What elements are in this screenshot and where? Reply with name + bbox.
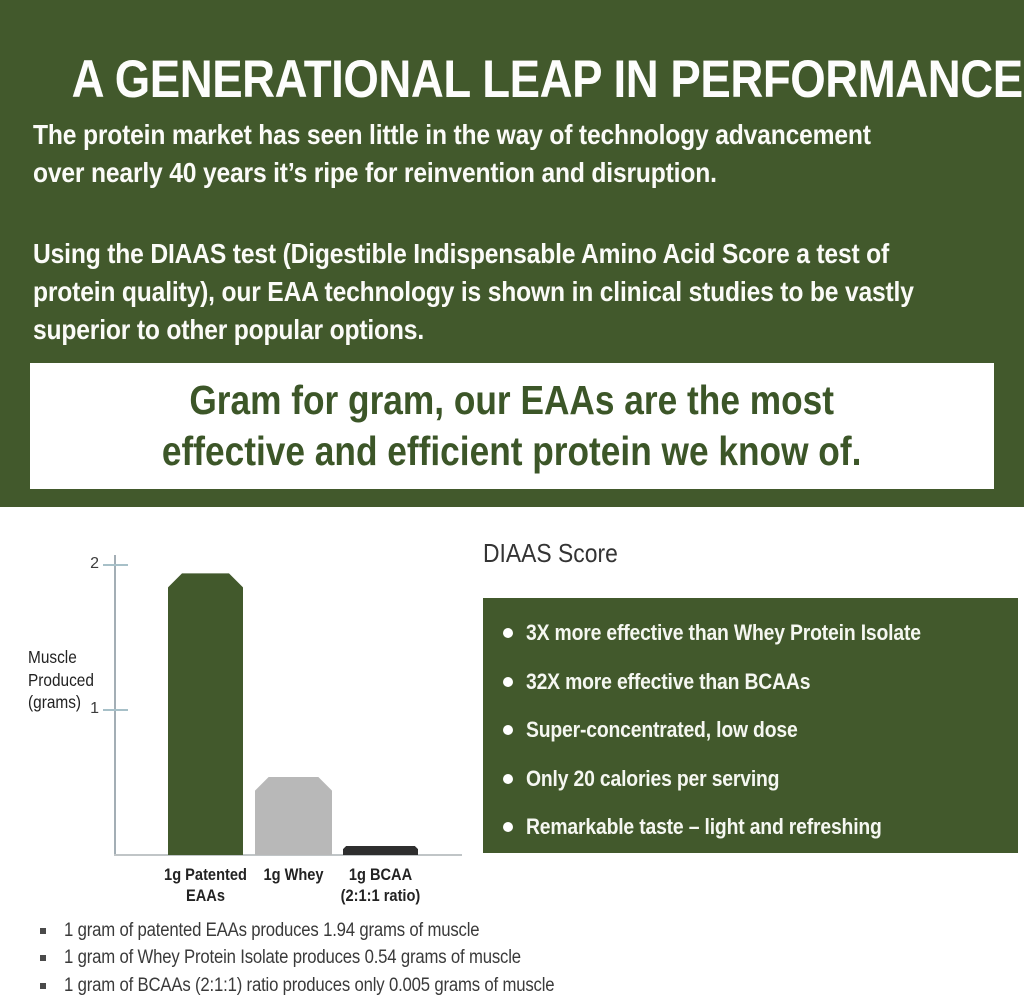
square-bullet-icon	[40, 927, 46, 934]
bullet-icon	[503, 628, 513, 639]
y-axis-tick-1: 1	[90, 700, 128, 717]
hero-section: A GENERATIONAL LEAP IN PERFORMANCE The p…	[0, 0, 1024, 507]
footnote-text: 1 gram of patented EAAs produces 1.94 gr…	[64, 919, 480, 941]
footnote-item: 1 gram of patented EAAs produces 1.94 gr…	[40, 917, 621, 945]
square-bullet-icon	[40, 982, 46, 989]
benefits-box: 3X more effective than Whey Protein Isol…	[483, 598, 1018, 853]
bullet-icon	[503, 773, 513, 784]
benefit-item: 32X more effective than BCAAs	[483, 658, 1018, 707]
y-tick-label-2: 2	[90, 554, 99, 572]
bar-label-bcaa: 1g BCAA (2:1:1 ratio)	[340, 865, 421, 905]
x-axis-line	[114, 854, 462, 856]
quote-box: Gram for gram, our EAAs are the most effe…	[30, 363, 994, 489]
benefit-text: 3X more effective than Whey Protein Isol…	[526, 620, 921, 646]
bar-slot-whey	[255, 569, 332, 855]
footnote-text: 1 gram of BCAAs (2:1:1) ratio produces o…	[64, 974, 555, 996]
diaas-score-heading: DIAAS Score	[483, 538, 618, 568]
y-axis-tick-2: 2	[90, 555, 128, 572]
square-bullet-icon	[40, 955, 46, 962]
bar-label-whey: 1g Whey	[263, 865, 324, 884]
bullet-icon	[503, 822, 513, 833]
benefit-item: Super-concentrated, low dose	[483, 706, 1018, 755]
bullet-icon	[503, 725, 513, 736]
benefit-item: 3X more effective than Whey Protein Isol…	[483, 609, 1018, 658]
bar-bcaa	[343, 846, 418, 855]
bar-whey	[255, 777, 332, 855]
benefit-item: Only 20 calories per serving	[483, 755, 1018, 804]
footnote-item: 1 gram of BCAAs (2:1:1) ratio produces o…	[40, 972, 621, 998]
bar-patented-eaas	[168, 573, 243, 855]
benefit-text: 32X more effective than BCAAs	[526, 668, 811, 694]
benefit-item: Remarkable taste – light and refreshing	[483, 803, 1018, 852]
benefit-text: Remarkable taste – light and refreshing	[526, 814, 882, 840]
bar-slot-patented-eaas	[168, 569, 243, 855]
footnote-item: 1 gram of Whey Protein Isolate produces …	[40, 945, 621, 973]
page-title: A GENERATIONAL LEAP IN PERFORMANCE	[71, 49, 1023, 109]
bullet-icon	[503, 676, 513, 687]
quote-text: Gram for gram, our EAAs are the most effe…	[162, 377, 862, 474]
y-axis-label: Muscle Produced (grams)	[28, 647, 94, 712]
bar-slot-bcaa	[343, 569, 418, 855]
benefit-text: Super-concentrated, low dose	[526, 717, 798, 743]
footnote-text: 1 gram of Whey Protein Isolate produces …	[64, 947, 521, 969]
y-tick-label-1: 1	[90, 699, 99, 717]
hero-paragraph-1: The protein market has seen little in th…	[33, 119, 871, 188]
bar-label-patented-eaas: 1g Patented EAAs	[164, 865, 247, 905]
footnote-list: 1 gram of patented EAAs produces 1.94 gr…	[40, 917, 621, 998]
benefit-text: Only 20 calories per serving	[526, 765, 780, 791]
y-axis-line	[114, 555, 116, 856]
hero-paragraph-2: Using the DIAAS test (Digestible Indispe…	[33, 238, 914, 345]
